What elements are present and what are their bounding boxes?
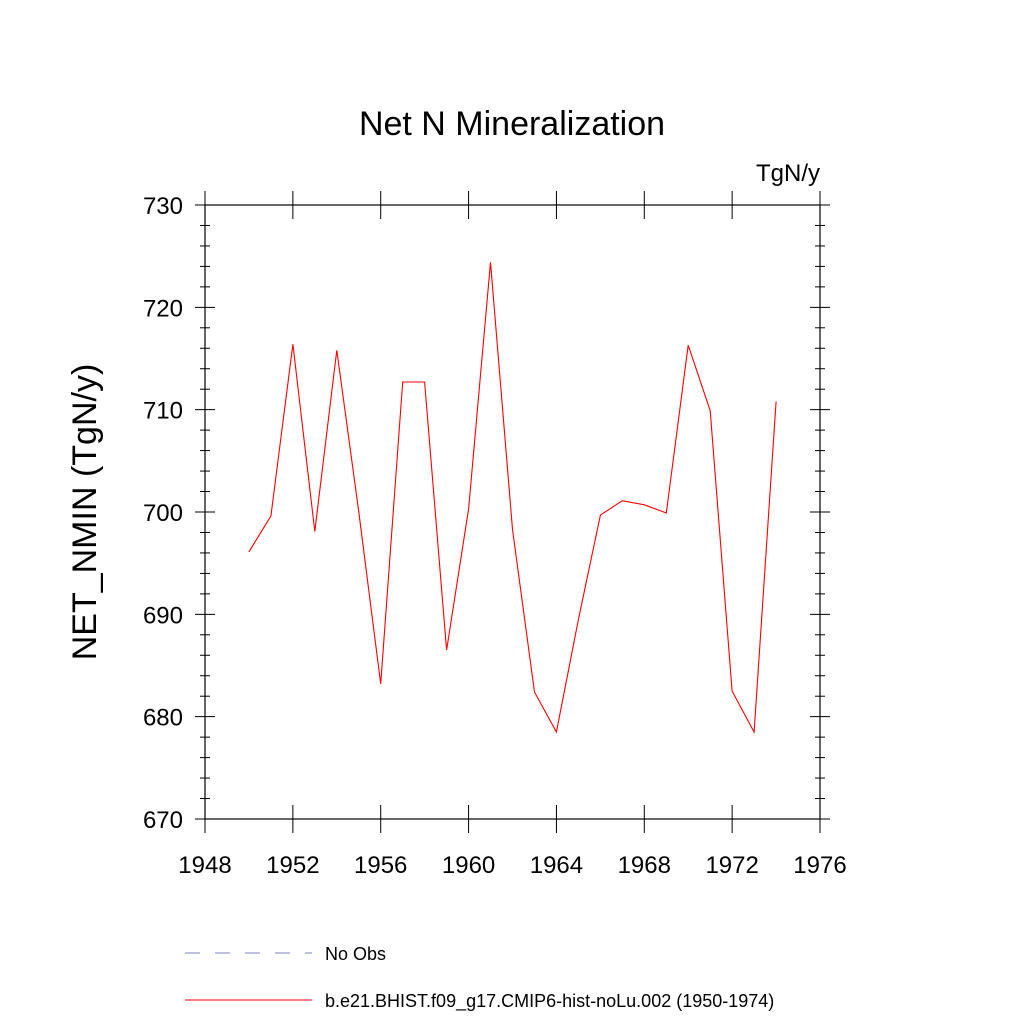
x-tick-label: 1968 <box>618 852 671 879</box>
y-tick-label: 710 <box>143 398 183 425</box>
legend-label: b.e21.BHIST.f09_g17.CMIP6-hist-noLu.002 … <box>325 991 774 1012</box>
y-tick-label: 720 <box>143 295 183 322</box>
x-tick-label: 1960 <box>442 852 495 879</box>
legend: No Obs b.e21.BHIST.f09_g17.CMIP6-hist-noL… <box>185 944 774 1012</box>
y-tick-label: 690 <box>143 602 183 629</box>
x-tick-label: 1976 <box>793 852 846 879</box>
x-tick-label: 1952 <box>266 852 319 879</box>
series-line <box>248 262 777 734</box>
y-axis-label: NET_NMIN (TgN/y) <box>66 364 104 661</box>
y-tick-label: 730 <box>143 193 183 220</box>
y-tick-label: 670 <box>143 807 183 834</box>
x-tick-label: 1948 <box>178 852 231 879</box>
y-tick-label: 680 <box>143 705 183 732</box>
units-label: TgN/y <box>756 160 820 187</box>
plot-frame <box>204 204 821 820</box>
y-tick-label: 700 <box>143 500 183 527</box>
chart-title: Net N Mineralization <box>359 105 665 143</box>
series-group <box>248 262 777 734</box>
x-tick-label: 1964 <box>530 852 583 879</box>
x-axis: 1948 1952 1956 1960 1964 1968 1972 1976 <box>178 191 847 879</box>
legend-label: No Obs <box>325 944 386 964</box>
y-axis: 670 680 690 700 710 720 730 <box>143 193 830 834</box>
x-tick-label: 1972 <box>705 852 758 879</box>
x-tick-label: 1956 <box>354 852 407 879</box>
